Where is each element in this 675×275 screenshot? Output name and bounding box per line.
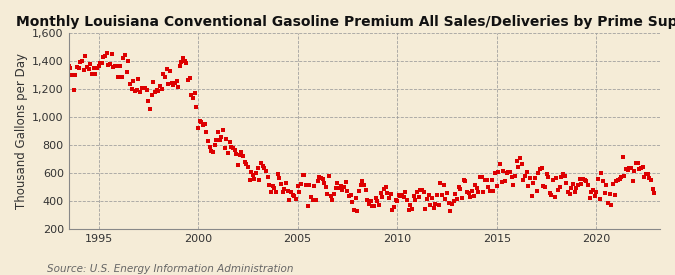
Text: Source: U.S. Energy Information Administration: Source: U.S. Energy Information Administ… bbox=[47, 264, 294, 274]
Title: Monthly Louisiana Conventional Gasoline Premium All Sales/Deliveries by Prime Su: Monthly Louisiana Conventional Gasoline … bbox=[16, 15, 675, 29]
Y-axis label: Thousand Gallons per Day: Thousand Gallons per Day bbox=[15, 53, 28, 209]
